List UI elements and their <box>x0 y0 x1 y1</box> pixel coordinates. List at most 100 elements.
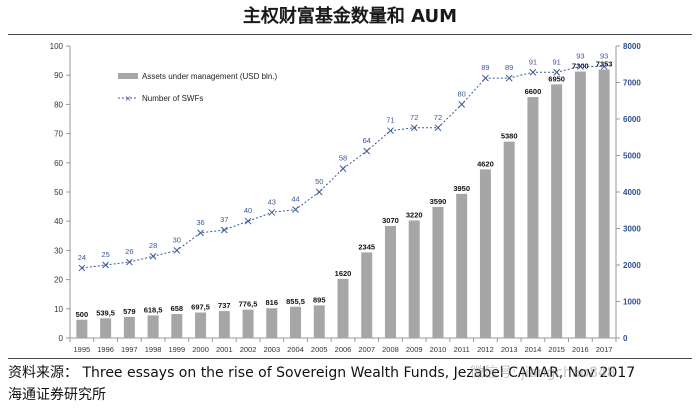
left-tick-label: 100 <box>50 42 64 51</box>
swf-count-marker <box>197 229 204 237</box>
swf-count-label: 91 <box>552 57 560 66</box>
aum-bar-label: 618,5 <box>144 305 163 314</box>
swf-count-marker <box>339 165 347 172</box>
marker-stroke <box>553 68 561 76</box>
x-tick-label: 1996 <box>97 345 114 354</box>
aum-bar-label: 737 <box>218 301 231 310</box>
swf-count-label: 80 <box>458 89 466 98</box>
right-tick-label: 0 <box>623 334 628 343</box>
marker-stroke <box>197 229 204 237</box>
legend-bar-swatch <box>118 73 138 79</box>
swf-count-label: 50 <box>315 177 323 186</box>
left-tick-label: 80 <box>54 100 63 109</box>
marker-stroke <box>577 63 584 70</box>
aum-bar <box>76 319 88 338</box>
aum-bar-label: 7353 <box>596 60 613 69</box>
x-tick-label: 1998 <box>145 345 162 354</box>
legend-swf-label: Number of SWFs <box>142 94 203 103</box>
marker-stroke <box>220 226 228 234</box>
left-tick-label: 50 <box>54 188 63 197</box>
aum-bar-labels: 500 539,5 579 618,5 658 697,5 737 776,5 816 855,5… <box>76 60 613 319</box>
aum-bar-label: 3590 <box>430 197 447 206</box>
source-note: 资料来源： Three essays on the rise of Sovere… <box>8 365 636 381</box>
aum-bar <box>313 305 325 338</box>
aum-bar <box>408 220 420 338</box>
bottom-divider <box>8 358 692 359</box>
swf-count-marker <box>125 258 133 266</box>
aum-bar-label: 5380 <box>501 132 518 141</box>
swf-count-marker <box>458 101 466 108</box>
swf-count-label: 89 <box>481 63 489 72</box>
aum-bar-label: 776,5 <box>239 300 258 309</box>
swf-count-path <box>81 65 605 269</box>
aum-bar <box>384 225 396 338</box>
aum-bar <box>171 313 183 338</box>
swf-count-marker <box>173 247 181 254</box>
swf-count-labels: 24 25 26 28 30 36 37 40 43 44 50 58 64 71 72 72 80 89 89 91… <box>78 51 609 261</box>
aum-bar <box>574 71 586 339</box>
left-tick-label: 60 <box>54 159 63 168</box>
swf-count-marker <box>315 188 323 196</box>
swf-count-label: 25 <box>101 250 109 259</box>
swf-count-marker <box>600 63 608 70</box>
aum-bar-label: 500 <box>76 310 89 319</box>
swf-count-label: 93 <box>576 51 584 60</box>
aum-bar <box>147 315 159 338</box>
marker-stroke <box>78 264 86 272</box>
chart-axes: 0102030405060708090100010002000300040005… <box>50 42 642 354</box>
swf-count-label: 28 <box>149 241 157 250</box>
swf-count-marker <box>149 252 157 260</box>
aum-bar <box>242 309 254 338</box>
swf-count-label: 93 <box>600 51 608 60</box>
marker-stroke <box>125 258 133 266</box>
left-tick-label: 70 <box>54 130 63 139</box>
swf-count-marker <box>410 124 418 132</box>
watermark: 微信号: jiangchao848 <box>470 365 616 381</box>
x-tick-label: 2001 <box>216 345 233 354</box>
swf-count-marker <box>244 217 252 225</box>
x-tick-label: 2004 <box>287 345 304 354</box>
aum-bar-label: 658 <box>171 304 184 313</box>
left-tick-label: 30 <box>54 246 63 255</box>
marker-stroke <box>434 124 442 132</box>
swf-count-label: 30 <box>173 235 181 244</box>
swf-chart: 0102030405060708090100010002000300040005… <box>50 42 642 354</box>
swf-count-label: 43 <box>268 197 276 206</box>
aum-bar <box>527 97 539 338</box>
aum-bar-label: 2345 <box>358 242 375 251</box>
x-tick-label: 2014 <box>525 345 542 354</box>
x-tick-label: 2002 <box>240 345 257 354</box>
aum-bar <box>503 141 515 338</box>
marker-stroke <box>482 74 489 82</box>
aum-bar-label: 895 <box>313 295 326 304</box>
right-tick-label: 8000 <box>623 42 641 51</box>
aum-bar-label: 3950 <box>453 184 470 193</box>
swf-count-marker <box>529 68 537 76</box>
marker-stroke <box>173 247 181 254</box>
swf-count-label: 36 <box>196 218 204 227</box>
right-tick-label: 4000 <box>623 188 641 197</box>
swf-count-label: 72 <box>434 113 442 122</box>
swf-count-label: 58 <box>339 154 347 163</box>
swf-count-label: 72 <box>410 113 418 122</box>
aum-bar-label: 6950 <box>548 74 565 83</box>
swf-count-line <box>78 63 608 272</box>
right-tick-label: 7000 <box>623 79 641 88</box>
swf-count-marker <box>577 63 584 70</box>
x-tick-label: 2011 <box>454 345 470 354</box>
aum-bar-label: 1620 <box>335 269 352 278</box>
aum-bar-label: 6600 <box>525 87 542 96</box>
x-tick-label: 2015 <box>548 345 565 354</box>
marker-stroke <box>244 217 252 225</box>
aum-bar-label: 579 <box>123 307 136 316</box>
marker-stroke <box>600 63 608 70</box>
swf-count-marker <box>102 261 109 269</box>
swf-count-label: 71 <box>386 116 394 125</box>
aum-bar-label: 855,5 <box>286 297 305 306</box>
x-tick-label: 2016 <box>572 345 589 354</box>
legend-aum-label: Assets under management (USD bln.) <box>142 72 278 81</box>
swf-count-label: 37 <box>220 215 228 224</box>
aum-bar <box>100 318 112 338</box>
x-tick-label: 1995 <box>74 345 91 354</box>
swf-count-marker <box>434 124 442 132</box>
